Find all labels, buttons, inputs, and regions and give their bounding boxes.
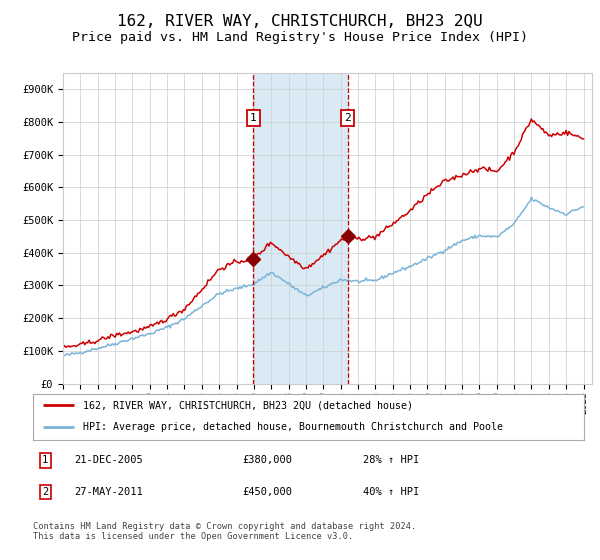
Text: HPI: Average price, detached house, Bournemouth Christchurch and Poole: HPI: Average price, detached house, Bour… — [83, 422, 503, 432]
Text: Contains HM Land Registry data © Crown copyright and database right 2024.
This d: Contains HM Land Registry data © Crown c… — [33, 522, 416, 542]
Text: 28% ↑ HPI: 28% ↑ HPI — [364, 455, 420, 465]
Text: 1: 1 — [250, 113, 257, 123]
Text: 40% ↑ HPI: 40% ↑ HPI — [364, 487, 420, 497]
Text: 162, RIVER WAY, CHRISTCHURCH, BH23 2QU: 162, RIVER WAY, CHRISTCHURCH, BH23 2QU — [117, 14, 483, 29]
Text: 2: 2 — [344, 113, 351, 123]
Text: 21-DEC-2005: 21-DEC-2005 — [74, 455, 143, 465]
Text: £450,000: £450,000 — [242, 487, 292, 497]
Text: Price paid vs. HM Land Registry's House Price Index (HPI): Price paid vs. HM Land Registry's House … — [72, 31, 528, 44]
Text: £380,000: £380,000 — [242, 455, 292, 465]
Text: 1: 1 — [42, 455, 48, 465]
Text: 27-MAY-2011: 27-MAY-2011 — [74, 487, 143, 497]
Bar — [253, 73, 347, 384]
Text: 2: 2 — [42, 487, 48, 497]
Text: 162, RIVER WAY, CHRISTCHURCH, BH23 2QU (detached house): 162, RIVER WAY, CHRISTCHURCH, BH23 2QU (… — [83, 400, 413, 410]
